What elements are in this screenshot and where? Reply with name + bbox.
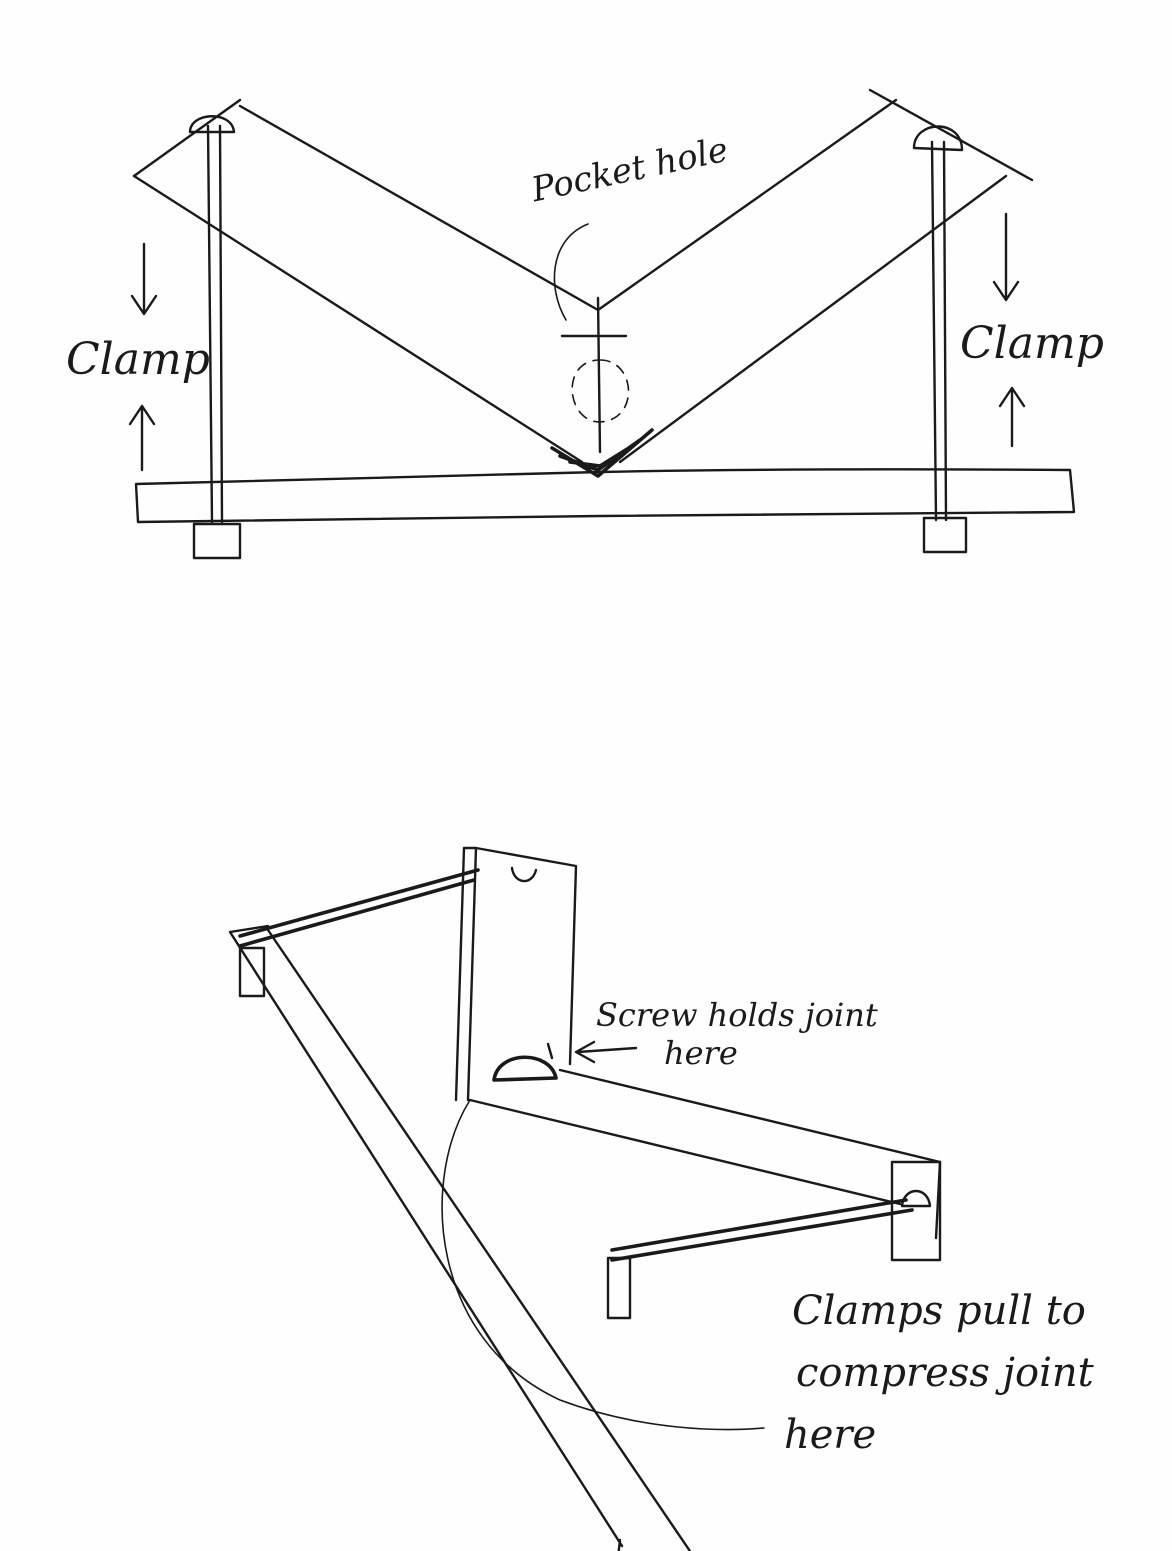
left-clamp-bar: [206, 124, 224, 524]
label-clamps-line3: here: [784, 1412, 877, 1458]
flat-board: [468, 1068, 942, 1240]
upright-notch: [510, 866, 538, 883]
right-clamp-head: [912, 125, 964, 152]
base-board: [134, 468, 1076, 524]
pocket-hole-screw: [560, 296, 628, 454]
right-clamp-block: [606, 1256, 632, 1320]
label-clamps-line1: Clamps pull to: [792, 1288, 1086, 1334]
right-arm-end: [868, 88, 1034, 182]
v-joint: [550, 428, 654, 478]
screw-mark: [546, 1042, 554, 1060]
right-arm-lower-edge: [618, 174, 1008, 464]
right-end-hole: [900, 1189, 932, 1208]
left-clamp-foot: [192, 522, 242, 560]
label-screw-line1: Screw holds joint: [596, 996, 878, 1034]
label-clamp-right: Clamp: [960, 318, 1104, 369]
label-clamp-left: Clamp: [66, 334, 210, 385]
upright-board: [454, 846, 578, 1102]
left-clamp-head: [188, 115, 236, 134]
screw-arrow: [574, 1040, 638, 1064]
right-clamp-bar: [930, 140, 948, 522]
right-clamp-foot: [922, 516, 968, 554]
right-arm-upper-edge: [596, 98, 898, 312]
right-end-block: [890, 1160, 942, 1262]
left-arm-end: [132, 98, 242, 178]
right-arrow-up: [998, 386, 1026, 448]
right-arrow-down: [992, 212, 1020, 302]
left-arrow-down: [130, 242, 158, 316]
pocket-hole-leader: [553, 223, 589, 321]
left-arrow-up: [128, 404, 156, 472]
joint-leader: [441, 1099, 765, 1431]
pocket-hole-dashed-circle: [571, 359, 630, 423]
label-clamps-line2: compress joint: [796, 1350, 1094, 1396]
bottom-rail: [610, 1198, 914, 1262]
left-clamp-block: [238, 946, 266, 998]
long-board-end: [617, 1538, 622, 1551]
long-board: [228, 924, 692, 1551]
screw-pocket: [492, 1055, 558, 1082]
top-rail: [238, 868, 480, 948]
label-screw-line2: here: [664, 1034, 738, 1072]
left-arm-upper-edge: [238, 104, 600, 312]
